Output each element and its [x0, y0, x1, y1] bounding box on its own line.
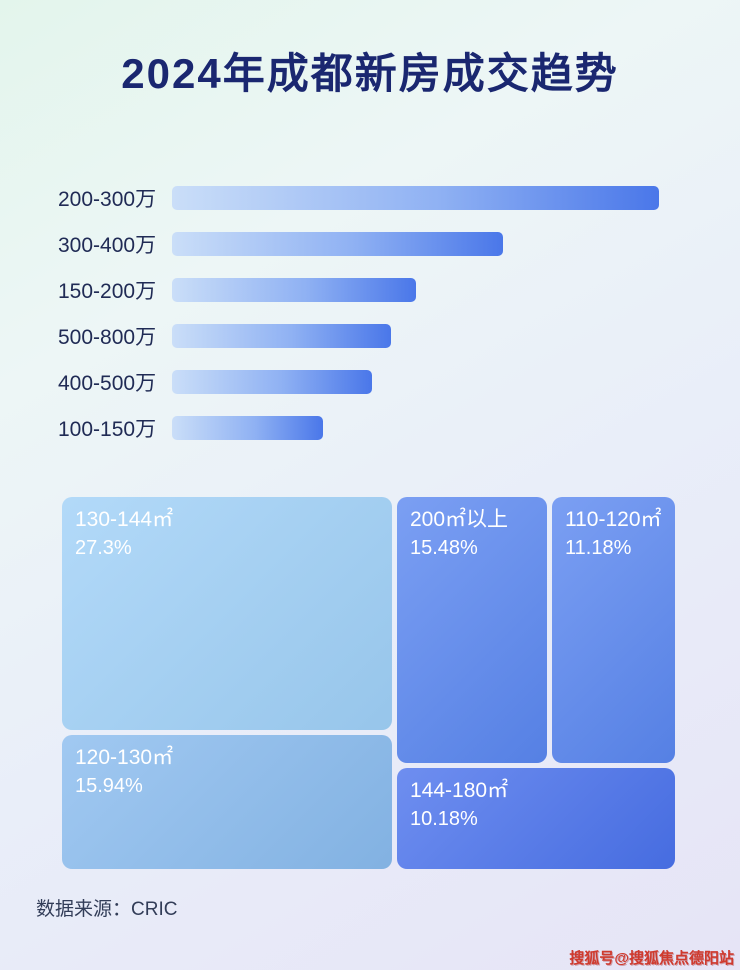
bar — [172, 370, 372, 394]
bar — [172, 278, 416, 302]
treemap-block-label: 130-144㎡ — [75, 508, 174, 531]
treemap-block-value: 15.48% — [410, 537, 478, 560]
bar-label: 400-500万 — [58, 372, 157, 395]
bar-track — [172, 324, 698, 348]
bar-row: 100-150万 — [58, 416, 698, 441]
bar — [172, 324, 392, 348]
treemap-block-label: 120-130㎡ — [75, 746, 174, 769]
price-band-bar-chart: 200-300万 300-400万 150-200万 500-800万 400-500万… — [58, 186, 698, 462]
page-title: 2024年成都新房成交趋势 — [121, 50, 619, 97]
treemap-block-label: 110-120㎡ — [565, 508, 662, 531]
treemap-block-value: 15.94% — [75, 775, 143, 798]
bar-label: 150-200万 — [58, 280, 157, 303]
bar-row: 150-200万 — [58, 278, 698, 303]
bar-row: 300-400万 — [58, 232, 698, 257]
treemap-block-value: 27.3% — [75, 537, 132, 560]
bar — [172, 416, 323, 440]
treemap-block-value: 11.18% — [565, 537, 632, 560]
treemap-block-120-130: 120-130㎡ 15.94% — [62, 735, 392, 869]
bar-row: 500-800万 — [58, 324, 698, 349]
bar-track — [172, 232, 698, 256]
treemap-block-200-plus: 200㎡以上 15.48% — [397, 497, 547, 763]
bar-track — [172, 186, 698, 210]
treemap-block-label: 144-180㎡ — [410, 779, 509, 802]
bar — [172, 232, 504, 256]
bar — [172, 186, 659, 210]
treemap-block-130-144: 130-144㎡ 27.3% — [62, 497, 392, 730]
watermark: 搜狐号@搜狐焦点德阳站 — [569, 950, 734, 967]
bar-track — [172, 370, 698, 394]
data-source-label: 数据来源：CRIC — [36, 899, 178, 920]
bar-track — [172, 416, 698, 440]
treemap-block-110-120: 110-120㎡ 11.18% — [552, 497, 675, 763]
treemap-block-label: 200㎡以上 — [410, 508, 509, 531]
bar-row: 200-300万 — [58, 186, 698, 211]
treemap-block-144-180: 144-180㎡ 10.18% — [397, 768, 675, 869]
bar-label: 500-800万 — [58, 326, 157, 349]
bar-label: 200-300万 — [58, 188, 157, 211]
bar-track — [172, 278, 698, 302]
bar-label: 300-400万 — [58, 234, 157, 257]
bar-label: 100-150万 — [58, 418, 157, 441]
bar-row: 400-500万 — [58, 370, 698, 395]
treemap-block-value: 10.18% — [410, 808, 478, 831]
area-share-treemap: 130-144㎡ 27.3% 120-130㎡ 15.94% 200㎡以上 15… — [62, 497, 675, 869]
